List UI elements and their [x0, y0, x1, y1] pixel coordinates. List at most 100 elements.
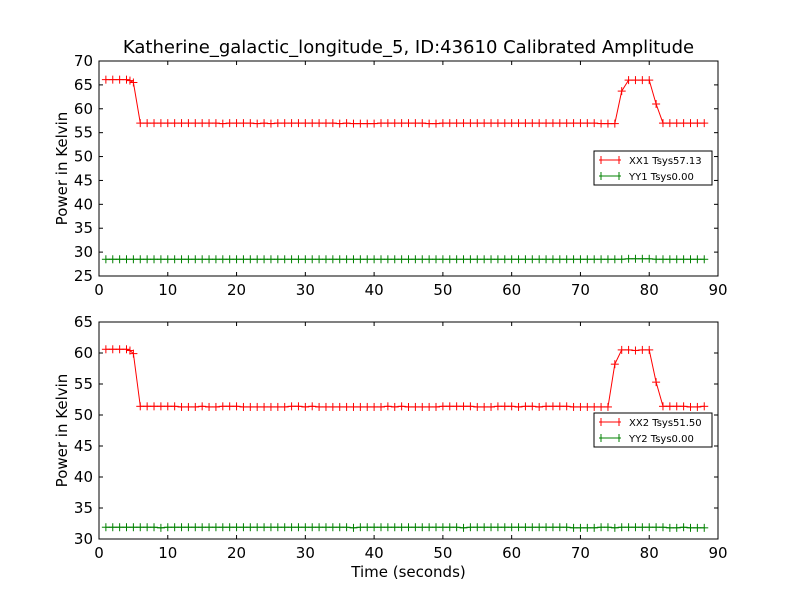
y-tick-label: 30 — [74, 243, 93, 261]
data-point — [425, 119, 434, 128]
data-point — [672, 523, 681, 532]
data-point — [418, 402, 427, 411]
series-1 — [101, 75, 709, 128]
x-tick-label: 40 — [365, 281, 384, 299]
data-point — [315, 523, 324, 532]
data-point — [205, 255, 214, 264]
y-tick-label: 65 — [74, 313, 93, 331]
data-point — [548, 119, 557, 128]
data-point — [514, 402, 523, 411]
data-point — [411, 402, 420, 411]
data-point — [266, 255, 275, 264]
legend-entry: YY1 Tsys0.00 — [599, 172, 694, 183]
data-point — [459, 402, 468, 411]
data-point — [418, 523, 427, 532]
x-tick-label: 50 — [433, 544, 452, 562]
data-point — [129, 349, 138, 358]
y-tick-label: 35 — [74, 499, 93, 517]
legend-entry: YY2 Tsys0.00 — [599, 434, 694, 445]
data-point — [542, 402, 551, 411]
data-point — [246, 119, 255, 128]
data-point — [101, 345, 110, 354]
data-point — [590, 402, 599, 411]
data-point — [562, 523, 571, 532]
data-point — [129, 255, 138, 264]
y-tick-label: 55 — [74, 375, 93, 393]
data-point — [438, 119, 447, 128]
legend-box — [593, 150, 713, 186]
data-point — [610, 255, 619, 264]
data-point — [624, 254, 633, 263]
data-point — [597, 523, 606, 532]
data-point — [273, 523, 282, 532]
data-point — [665, 255, 674, 264]
data-point — [136, 119, 145, 128]
data-point — [493, 119, 502, 128]
data-point — [555, 119, 564, 128]
data-point — [315, 119, 324, 128]
data-point — [528, 402, 537, 411]
data-point — [425, 255, 434, 264]
data-point — [383, 523, 392, 532]
data-point — [280, 119, 289, 128]
data-point — [425, 402, 434, 411]
data-point — [287, 119, 296, 128]
data-point — [308, 255, 317, 264]
y-tick-label: 60 — [74, 100, 93, 118]
data-point — [700, 523, 709, 532]
data-point — [390, 119, 399, 128]
data-point — [555, 402, 564, 411]
data-point — [205, 523, 214, 532]
data-point — [631, 523, 640, 532]
data-point — [700, 255, 709, 264]
data-point — [507, 402, 516, 411]
data-point — [163, 523, 172, 532]
data-point — [390, 255, 399, 264]
x-tick-label: 20 — [227, 281, 246, 299]
data-point — [569, 402, 578, 411]
data-point — [583, 523, 592, 532]
data-point — [638, 523, 647, 532]
data-point — [287, 402, 296, 411]
data-point — [487, 523, 496, 532]
data-point — [658, 255, 667, 264]
data-point — [273, 255, 282, 264]
data-point — [211, 119, 220, 128]
data-point — [597, 402, 606, 411]
data-point — [308, 119, 317, 128]
data-point — [542, 523, 551, 532]
data-point — [232, 119, 241, 128]
data-point — [225, 119, 234, 128]
data-point — [603, 255, 612, 264]
data-point — [184, 402, 193, 411]
data-point — [301, 402, 310, 411]
data-point — [335, 402, 344, 411]
series-2 — [101, 523, 709, 532]
data-point — [191, 119, 200, 128]
data-point — [631, 76, 640, 85]
data-point — [191, 402, 200, 411]
data-point — [163, 119, 172, 128]
data-point — [266, 402, 275, 411]
data-point — [404, 255, 413, 264]
data-point — [418, 255, 427, 264]
data-point — [266, 119, 275, 128]
data-point — [211, 402, 220, 411]
legend: XX1 Tsys57.13 YY1 Tsys0.00 — [593, 150, 713, 186]
data-point — [150, 119, 159, 128]
x-tick-label: 70 — [571, 544, 590, 562]
data-point — [376, 119, 385, 128]
data-point — [363, 255, 372, 264]
data-point — [321, 402, 330, 411]
data-point — [253, 402, 262, 411]
data-point — [514, 523, 523, 532]
data-point — [638, 254, 647, 263]
data-point — [177, 255, 186, 264]
data-point — [342, 523, 351, 532]
data-point — [555, 523, 564, 532]
x-tick-label: 30 — [296, 544, 315, 562]
data-point — [136, 523, 145, 532]
data-point — [438, 523, 447, 532]
data-point — [239, 119, 248, 128]
data-point — [548, 402, 557, 411]
